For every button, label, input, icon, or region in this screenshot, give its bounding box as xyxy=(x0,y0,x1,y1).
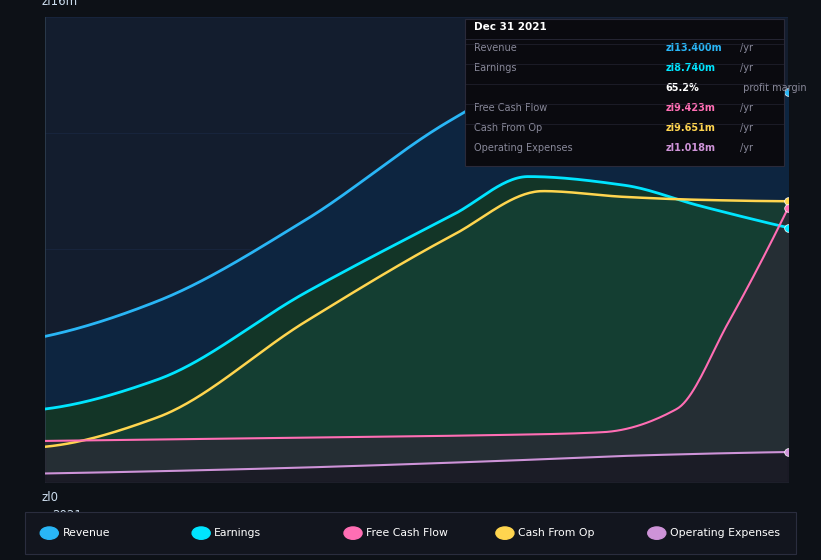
Point xyxy=(782,447,795,456)
Text: /yr: /yr xyxy=(740,143,753,153)
Text: Earnings: Earnings xyxy=(214,528,261,538)
Point xyxy=(779,451,789,458)
Text: Cash From Op: Cash From Op xyxy=(474,123,542,133)
Point xyxy=(779,451,789,458)
Point xyxy=(779,456,789,463)
Point xyxy=(779,454,789,460)
Text: /yr: /yr xyxy=(740,43,753,53)
Point xyxy=(782,197,795,206)
Point xyxy=(779,455,789,461)
Point xyxy=(460,451,470,458)
Point xyxy=(782,223,795,232)
Point xyxy=(782,88,795,97)
Text: 65.2%: 65.2% xyxy=(666,83,699,94)
Text: zl8.740m: zl8.740m xyxy=(666,63,716,73)
FancyBboxPatch shape xyxy=(465,19,784,166)
Text: Free Cash Flow: Free Cash Flow xyxy=(366,528,448,538)
Text: zl0: zl0 xyxy=(41,491,58,504)
Text: /yr: /yr xyxy=(740,123,753,133)
Text: /yr: /yr xyxy=(740,104,753,113)
Text: Free Cash Flow: Free Cash Flow xyxy=(474,104,547,113)
Text: Revenue: Revenue xyxy=(474,43,516,53)
Text: Revenue: Revenue xyxy=(62,528,110,538)
Text: 2021: 2021 xyxy=(53,510,82,522)
Text: zl9.423m: zl9.423m xyxy=(666,104,715,113)
Point xyxy=(460,455,470,461)
Text: Dec 31 2021: Dec 31 2021 xyxy=(474,22,547,32)
Text: zl16m: zl16m xyxy=(41,0,77,7)
Text: Earnings: Earnings xyxy=(474,63,516,73)
Point xyxy=(782,203,795,212)
Point xyxy=(460,452,470,459)
Text: profit margin: profit margin xyxy=(740,83,806,94)
Text: /yr: /yr xyxy=(740,63,753,73)
Text: zl13.400m: zl13.400m xyxy=(666,43,722,53)
Text: Cash From Op: Cash From Op xyxy=(518,528,594,538)
Text: zl9.651m: zl9.651m xyxy=(666,123,715,133)
Text: Operating Expenses: Operating Expenses xyxy=(670,528,780,538)
Text: Operating Expenses: Operating Expenses xyxy=(474,143,572,153)
Point xyxy=(779,452,789,459)
Point xyxy=(460,454,470,460)
Point xyxy=(460,451,470,458)
Text: zl1.018m: zl1.018m xyxy=(666,143,716,153)
Point xyxy=(460,456,470,463)
